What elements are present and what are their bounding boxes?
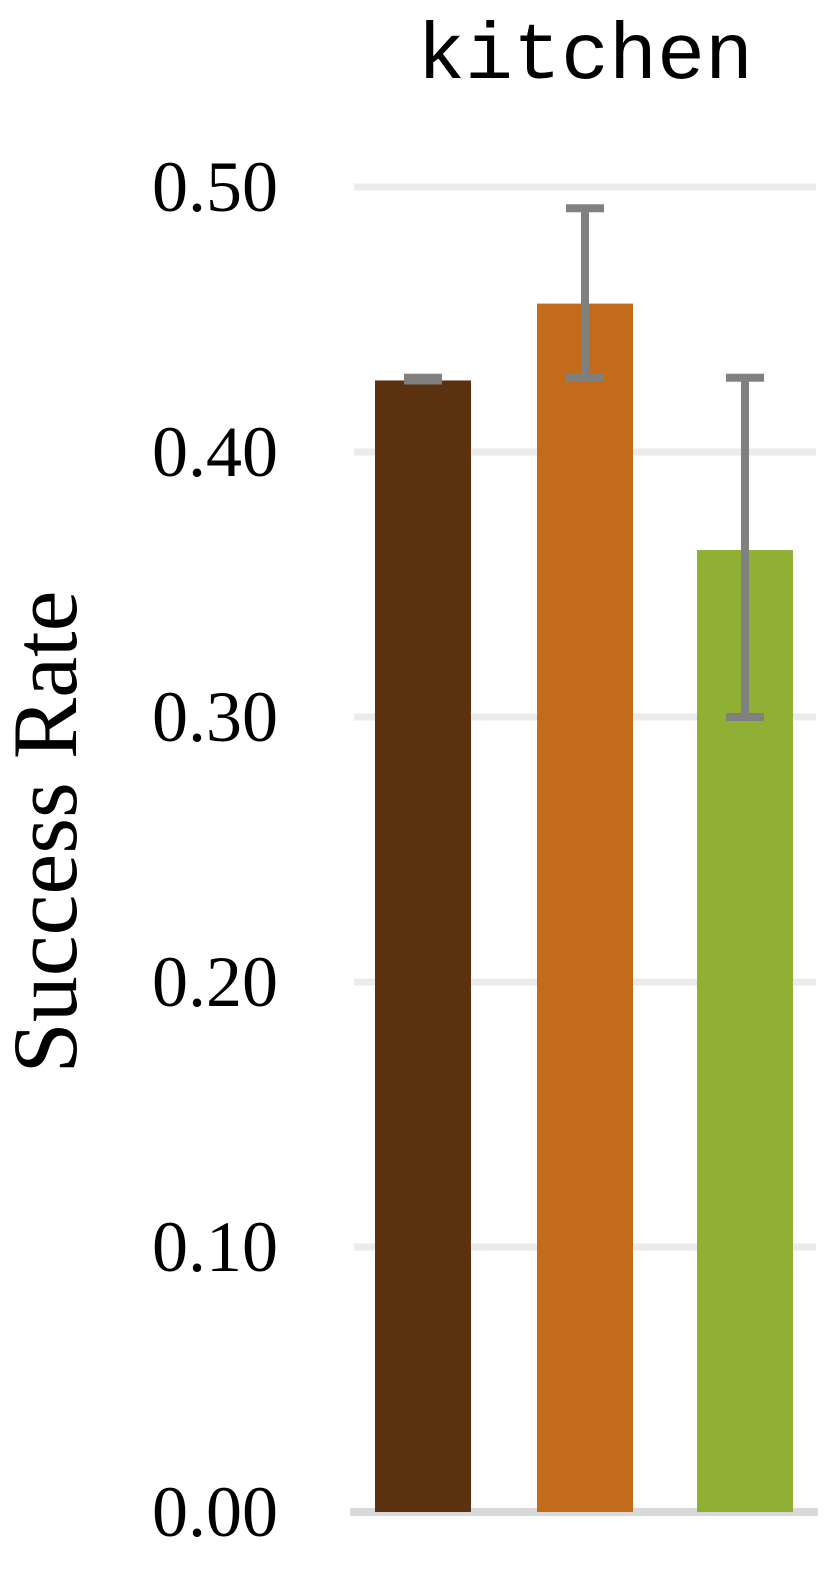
bar (375, 380, 471, 1513)
y-tick-label: 0.40 (152, 412, 278, 492)
error-bars (404, 204, 764, 721)
y-axis-label: Success Rate (0, 591, 96, 1074)
y-tick-label: 0.00 (152, 1472, 278, 1552)
y-tick-label: 0.20 (152, 942, 278, 1022)
error-bar (566, 204, 604, 382)
y-tick-labels: 0.00 0.10 0.20 0.30 0.40 0.50 (152, 147, 278, 1552)
y-tick-label: 0.50 (152, 147, 278, 227)
error-bar (404, 373, 442, 385)
bar (537, 303, 633, 1513)
error-bar (726, 373, 764, 721)
y-tick-label: 0.30 (152, 677, 278, 757)
y-tick-label: 0.10 (152, 1207, 278, 1287)
chart-title: kitchen (417, 12, 753, 103)
bars (375, 303, 793, 1513)
